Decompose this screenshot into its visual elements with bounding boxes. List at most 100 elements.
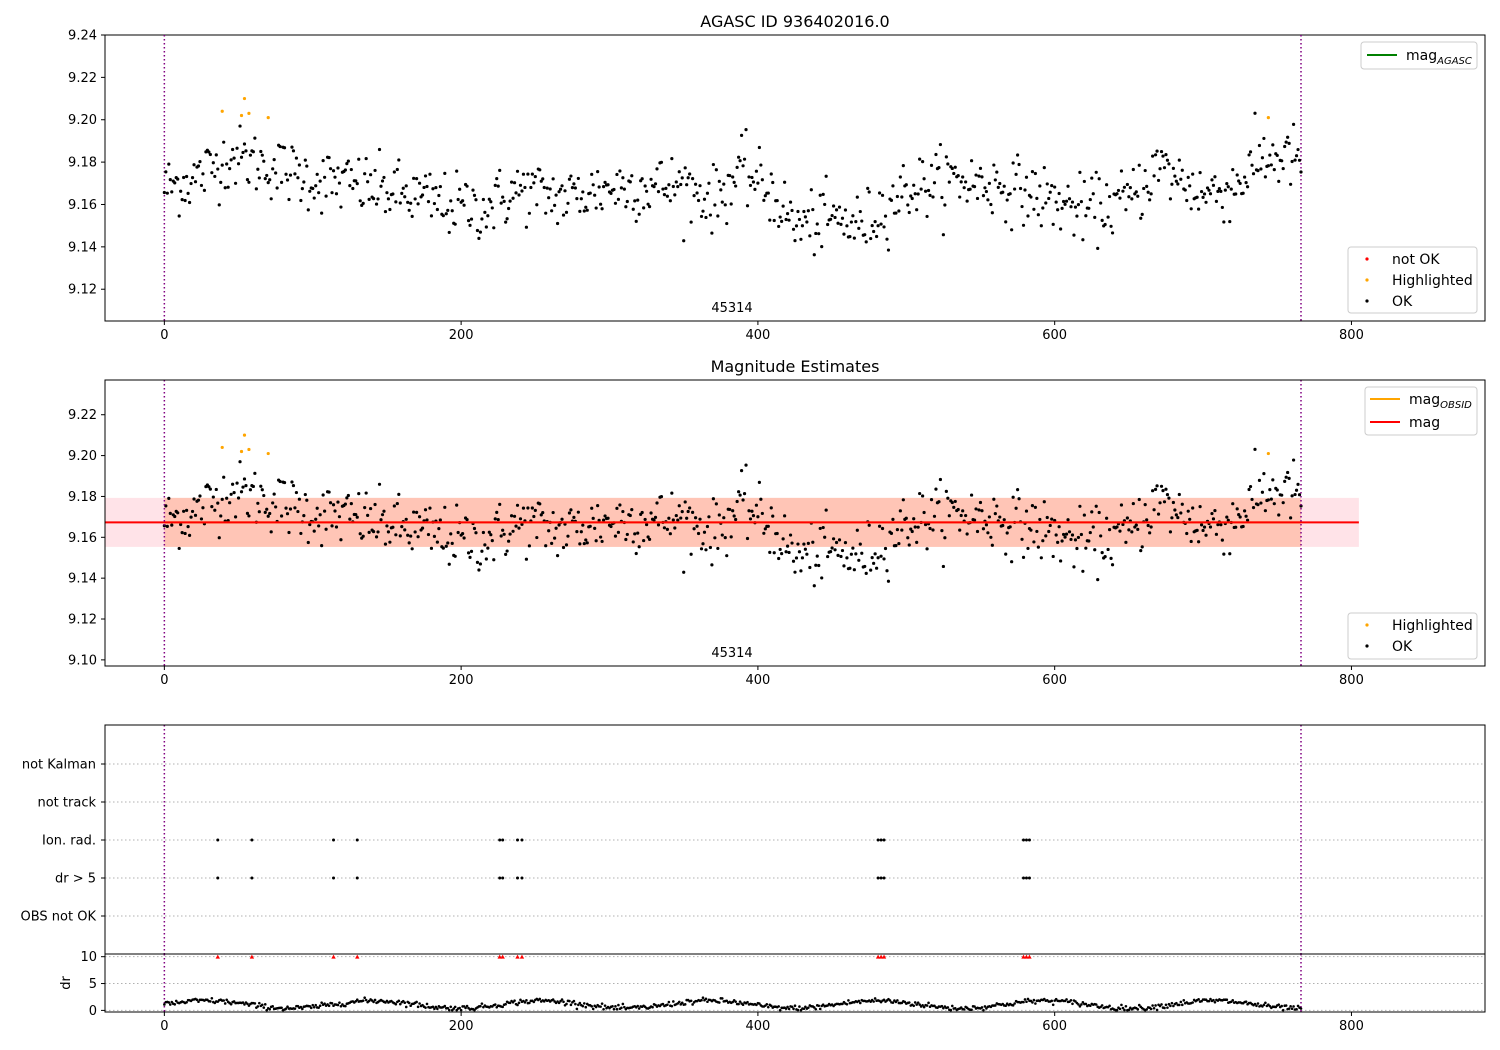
ok-point	[496, 517, 500, 522]
ok-point	[334, 192, 339, 196]
dr-point	[950, 1004, 954, 1008]
ok-point	[961, 509, 965, 513]
ok-point	[708, 545, 713, 550]
ok-point	[274, 171, 278, 175]
ok-point	[601, 518, 606, 522]
ok-point	[177, 214, 181, 218]
ok-point	[1118, 529, 1122, 533]
ok-point	[299, 531, 303, 536]
ok-point	[907, 543, 911, 547]
ok-point	[728, 507, 732, 512]
ok-point	[790, 541, 794, 545]
ok-point	[532, 181, 536, 185]
dr-point	[734, 1000, 737, 1003]
ok-point	[465, 518, 469, 522]
ok-point	[811, 207, 815, 212]
ok-point	[544, 544, 548, 548]
ok-point	[461, 532, 465, 536]
ok-point	[707, 515, 711, 519]
ok-point	[913, 192, 917, 196]
ok-point	[1211, 183, 1216, 187]
ok-point	[400, 525, 404, 529]
dr-point	[666, 1003, 669, 1007]
ok-point	[692, 194, 696, 198]
ok-point	[320, 211, 324, 215]
ok-point	[296, 176, 300, 180]
ok-point	[290, 145, 294, 149]
ok-point	[833, 215, 837, 220]
ok-point	[821, 525, 825, 530]
dr-point	[458, 1006, 461, 1010]
ok-point	[447, 230, 451, 235]
ion-rad-flag-point	[1024, 838, 1028, 842]
dr-point	[268, 1007, 272, 1011]
dr-clipped-marker	[875, 954, 881, 959]
panel-dr-points	[163, 954, 1303, 1012]
ok-point	[330, 524, 334, 528]
ok-point	[380, 179, 385, 183]
ok-point	[233, 181, 238, 185]
ok-point	[649, 511, 653, 515]
ok-point	[959, 180, 963, 184]
ok-point	[575, 197, 579, 201]
ok-point	[1024, 509, 1029, 513]
y-tick-label: 9.12	[68, 613, 97, 628]
ok-point	[475, 228, 480, 233]
ok-point	[1158, 167, 1162, 171]
ok-point	[474, 531, 478, 535]
ok-point	[1018, 186, 1023, 191]
dr-point	[915, 1003, 918, 1006]
ok-point	[1067, 530, 1072, 534]
ok-point	[983, 186, 987, 190]
dr-point	[247, 1004, 251, 1007]
ok-point	[748, 517, 753, 521]
ok-point	[834, 208, 839, 212]
ok-point	[1263, 509, 1267, 513]
ok-point	[553, 203, 557, 207]
ok-point	[812, 253, 816, 257]
ok-point	[1293, 492, 1297, 497]
ok-point	[521, 506, 526, 510]
y-tick-label: 9.14	[68, 240, 97, 255]
ok-point	[831, 537, 836, 541]
dr-point	[197, 1000, 200, 1004]
dr-point	[1121, 1006, 1125, 1010]
ok-point	[1199, 523, 1204, 527]
ok-point	[584, 205, 588, 209]
ok-point	[748, 183, 753, 188]
ok-point	[550, 209, 554, 213]
ok-point	[444, 544, 448, 548]
ok-point	[1272, 167, 1276, 172]
ok-point	[189, 181, 193, 186]
ok-point	[1283, 479, 1287, 483]
ok-point	[328, 501, 333, 505]
legend-mag-obsid-label: magOBSID	[1409, 392, 1472, 411]
ok-point	[1275, 488, 1279, 492]
dr-point	[241, 1001, 245, 1004]
ok-point	[1195, 528, 1199, 532]
ok-point	[1005, 198, 1009, 202]
ok-point	[992, 163, 996, 167]
x-tick-label: 0	[160, 673, 168, 688]
dr-point	[1011, 1004, 1015, 1007]
ok-point	[1297, 158, 1302, 162]
ok-point	[1272, 502, 1276, 506]
ok-point	[1109, 224, 1113, 228]
ok-point	[1106, 215, 1110, 219]
ok-point	[934, 487, 938, 491]
ok-point	[508, 532, 512, 536]
ok-point	[1099, 201, 1103, 205]
ok-point	[619, 186, 623, 190]
ok-point	[676, 185, 680, 189]
panel-estimates-annotation: 45314	[711, 646, 752, 661]
ok-point	[696, 531, 701, 536]
ok-point	[990, 211, 994, 215]
ok-point	[1222, 220, 1226, 224]
ok-point	[576, 176, 580, 181]
ok-point	[938, 142, 943, 147]
ok-point	[1231, 502, 1235, 506]
ok-point	[244, 484, 248, 488]
ok-point	[875, 566, 879, 570]
ion-rad-flag-point	[882, 838, 886, 842]
ok-point	[1056, 540, 1060, 544]
